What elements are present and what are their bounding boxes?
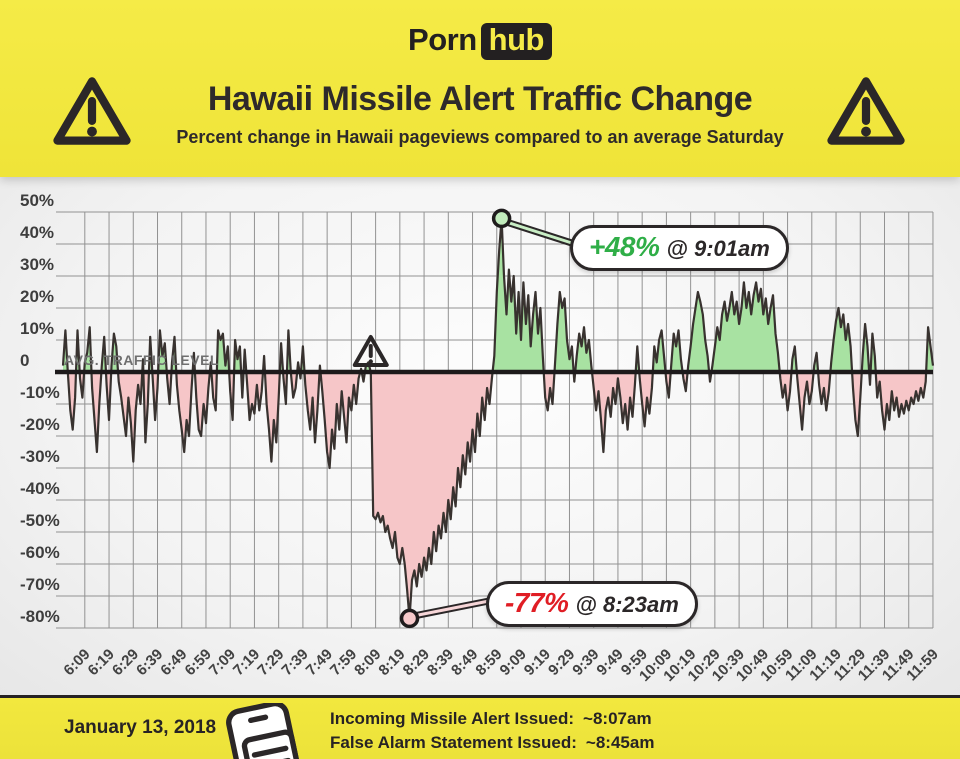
incoming-alert-label: Incoming Missile Alert Issued: [330,709,575,728]
trough-callout: -77% @ 8:23am [486,581,698,627]
chart-canvas: 50% 40% 30% 20% 10% 0 -10% -20% -30% -40% -50% -60%… [20,191,942,685]
y-axis-label: 0 [20,351,29,370]
peak-time-label: @ 9:01am [666,236,770,261]
incoming-alert-time: ~8:07am [583,709,652,728]
event-date: January 13, 2018 [64,717,217,738]
y-axis-label: 40% [20,223,54,242]
y-axis-label: -80% [20,607,60,626]
warning-triangle-icon [53,77,131,145]
trough-value-label: -77% [505,587,569,618]
y-axis-label: 20% [20,287,54,306]
false-alarm-row: False Alarm Statement Issued: ~8:45am [330,731,654,755]
logo-hub: hub [480,23,552,60]
phone-alert-icon [226,703,306,759]
incoming-alert-row: Incoming Missile Alert Issued: ~8:07am [330,707,654,731]
pornhub-logo: Porn hub [0,22,960,60]
trough-marker [399,608,420,629]
avg-traffic-level-label: AVG. TRAFFIC LEVEL [64,352,219,368]
false-alarm-time: ~8:45am [585,733,655,752]
header: Porn hub Hawaii Missile Alert Traffic Cha… [0,0,960,177]
y-axis-label: -50% [20,511,60,530]
positive-area [63,218,933,372]
y-axis-label: 50% [20,191,54,210]
y-axis-label: -10% [20,383,60,402]
peak-marker [491,208,512,229]
traffic-chart: 50% 40% 30% 20% 10% 0 -10% -20% -30% -40% -50% -60%… [0,177,960,695]
y-axis-label: -20% [20,415,60,434]
peak-connector-fill [507,220,579,247]
trough-time-label: @ 8:23am [575,592,679,617]
page-title: Hawaii Missile Alert Traffic Change [207,80,753,118]
peak-callout: +48% @ 9:01am [570,225,789,271]
alert-times: Incoming Missile Alert Issued: ~8:07am Fa… [330,707,654,755]
y-axis-label: -70% [20,575,60,594]
chart-warning-icon [352,335,389,367]
y-axis-label: -60% [20,543,60,562]
logo-porn: Porn [408,22,477,57]
false-alarm-label: False Alarm Statement Issued: [330,733,577,752]
y-axis-label: 10% [20,319,54,338]
peak-value-label: +48% [589,231,660,262]
traffic-line [61,217,935,620]
trough-connector-fill [416,598,495,617]
y-axis-label: -40% [20,479,60,498]
y-axis-label: 30% [20,255,54,274]
page-subtitle: Percent change in Hawaii pageviews compa… [176,127,784,147]
warning-triangle-icon [827,77,905,145]
footer: January 13, 2018 Incoming Missile Alert … [0,695,960,759]
y-axis-label: -30% [20,447,60,466]
